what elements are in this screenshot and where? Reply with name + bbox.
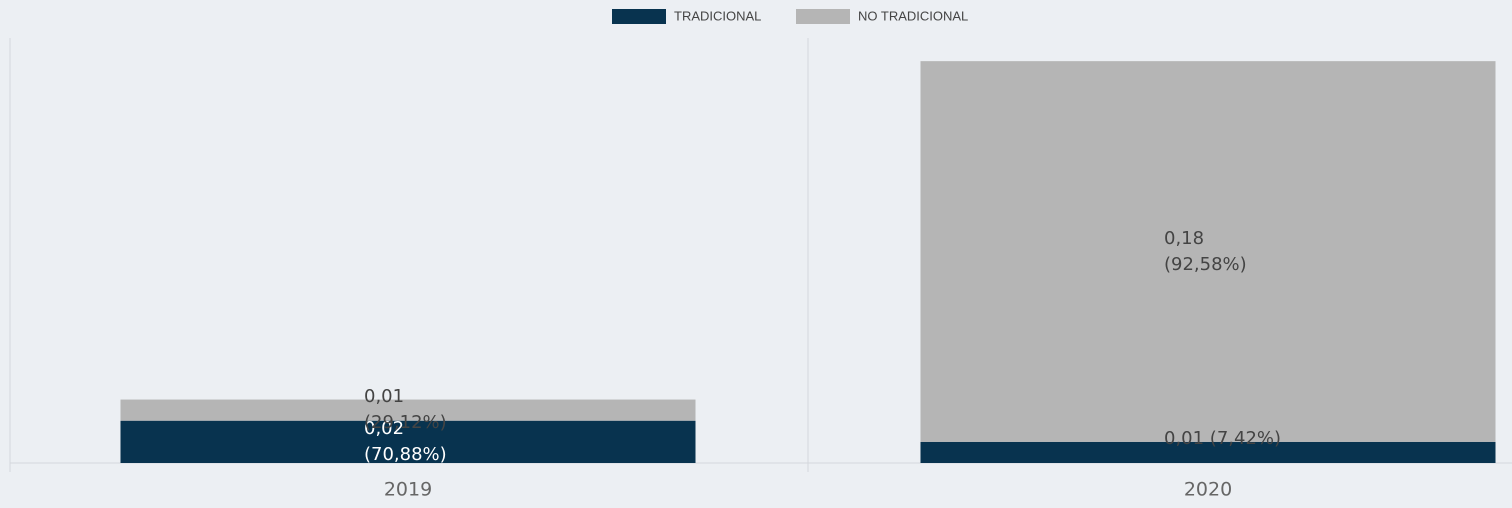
x-tick-label: 2019	[384, 479, 432, 501]
data-label: 0,02 (70,88%)	[364, 417, 447, 465]
data-label: 0,01 (7,42%)	[1164, 428, 1282, 450]
bar-segment	[120, 399, 696, 421]
bar-segment	[120, 420, 696, 463]
data-label: 0,18 (92,58%)	[1164, 227, 1247, 275]
bar-segment	[920, 61, 1496, 442]
legend-swatch	[612, 9, 666, 24]
bar-segment	[920, 441, 1496, 463]
data-label: 0,01 (29,12%)	[364, 386, 447, 434]
legend-label: TRADICIONAL	[674, 8, 761, 23]
legend-swatch	[796, 9, 850, 24]
legend-label: NO TRADICIONAL	[858, 8, 968, 23]
x-tick-label: 2020	[1184, 479, 1232, 501]
